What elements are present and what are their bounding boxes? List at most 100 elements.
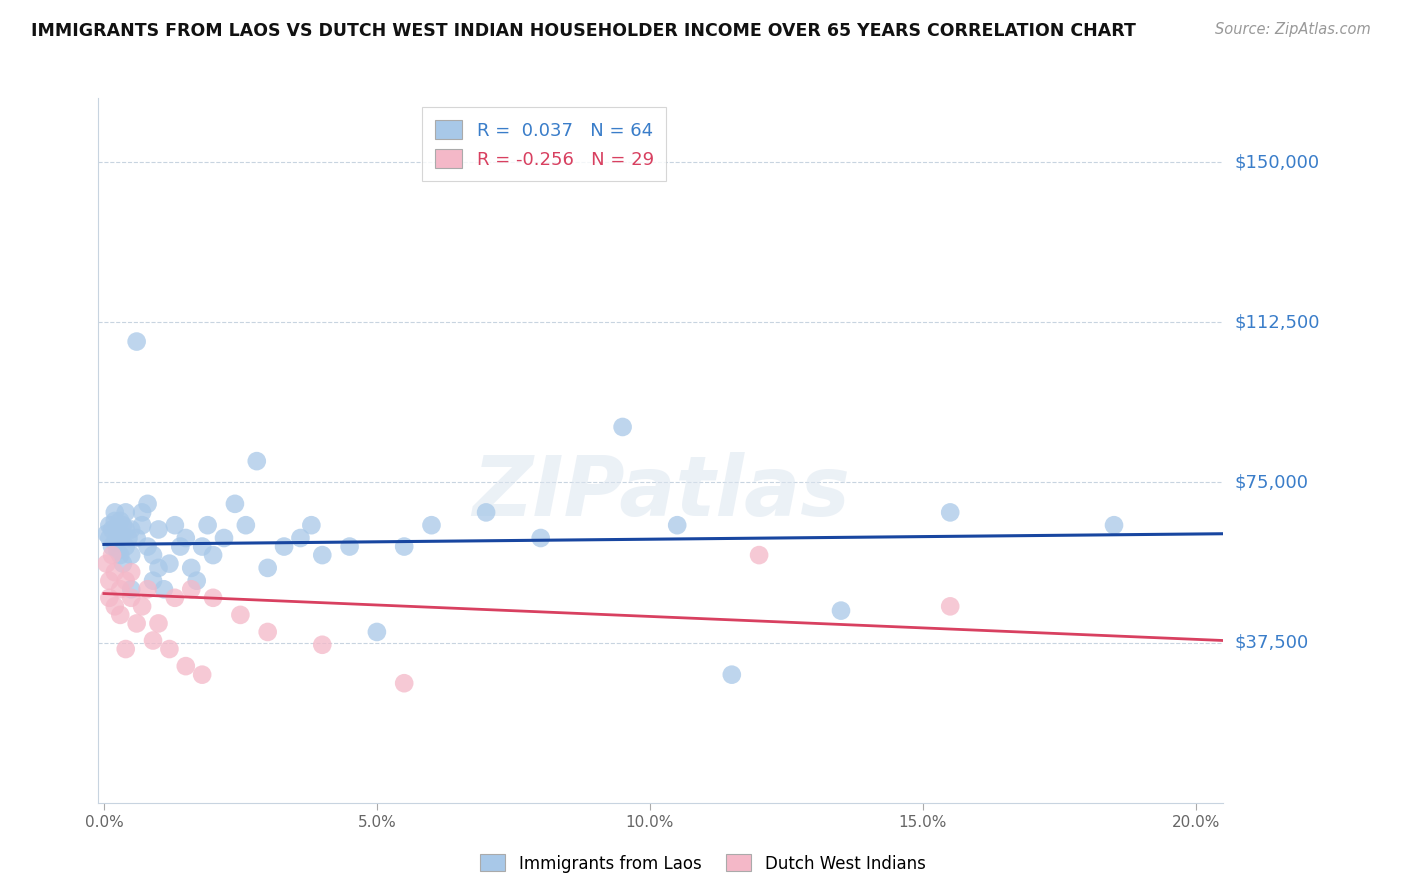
Point (120, 523, 142, 537)
Point (136, 540, 159, 554)
Point (110, 531, 132, 545)
Point (104, 599, 127, 614)
Point (197, 518, 219, 533)
Point (290, 531, 312, 545)
Point (104, 535, 127, 549)
Point (107, 544, 129, 558)
Point (107, 523, 129, 537)
Point (125, 334, 148, 349)
Point (612, 420, 634, 434)
Point (148, 561, 170, 575)
Point (110, 582, 132, 597)
Point (117, 531, 139, 545)
Point (111, 518, 134, 533)
Point (420, 518, 443, 533)
Point (212, 531, 235, 545)
Point (530, 531, 553, 545)
Point (720, 667, 742, 681)
Text: Source: ZipAtlas.com: Source: ZipAtlas.com (1215, 22, 1371, 37)
Point (202, 591, 225, 605)
Point (180, 561, 202, 575)
Point (163, 518, 186, 533)
Text: IMMIGRANTS FROM LAOS VS DUTCH WEST INDIAN HOUSEHOLDER INCOME OVER 65 YEARS CORRE: IMMIGRANTS FROM LAOS VS DUTCH WEST INDIA… (31, 22, 1136, 40)
Point (273, 540, 295, 554)
Point (939, 599, 962, 614)
Point (299, 518, 322, 533)
Text: $75,000: $75,000 (1234, 474, 1309, 491)
Point (142, 633, 165, 648)
Point (224, 497, 246, 511)
Point (256, 561, 278, 575)
Point (110, 514, 132, 528)
Point (148, 523, 170, 537)
Point (131, 599, 153, 614)
Point (120, 591, 142, 605)
Point (96, 557, 118, 571)
Point (101, 548, 124, 562)
Point (114, 574, 136, 588)
Point (136, 497, 159, 511)
Legend: R =  0.037   N = 64, R = -0.256   N = 29: R = 0.037 N = 64, R = -0.256 N = 29 (422, 107, 666, 181)
Point (104, 514, 127, 528)
Point (142, 574, 165, 588)
Point (114, 540, 136, 554)
Point (830, 604, 852, 618)
Point (110, 526, 132, 541)
Point (475, 505, 498, 519)
Point (114, 642, 136, 657)
Point (98, 518, 121, 533)
Text: $150,000: $150,000 (1234, 153, 1319, 171)
Point (98, 531, 121, 545)
Point (120, 582, 142, 597)
Point (191, 540, 214, 554)
Point (311, 638, 333, 652)
Point (101, 540, 124, 554)
Point (939, 505, 962, 519)
Point (169, 540, 191, 554)
Point (392, 540, 415, 554)
Point (392, 676, 415, 690)
Point (110, 548, 132, 562)
Point (191, 667, 214, 681)
Point (111, 557, 134, 571)
Point (104, 565, 127, 579)
Point (142, 548, 165, 562)
Point (1102, 518, 1125, 533)
Point (163, 591, 186, 605)
Point (246, 454, 269, 468)
Point (120, 565, 142, 579)
Point (666, 518, 689, 533)
Point (101, 523, 124, 537)
Point (131, 505, 153, 519)
Point (339, 540, 361, 554)
Text: ZIPatlas: ZIPatlas (472, 452, 849, 533)
Point (148, 616, 170, 631)
Legend: Immigrants from Laos, Dutch West Indians: Immigrants from Laos, Dutch West Indians (474, 847, 932, 880)
Point (114, 523, 136, 537)
Point (235, 518, 257, 533)
Point (174, 659, 197, 673)
Point (98, 591, 121, 605)
Point (120, 548, 142, 562)
Point (131, 518, 153, 533)
Point (157, 557, 180, 571)
Point (153, 582, 176, 597)
Point (157, 642, 180, 657)
Point (114, 505, 136, 519)
Point (96, 526, 118, 541)
Point (256, 624, 278, 639)
Point (125, 616, 148, 631)
Text: $112,500: $112,500 (1234, 313, 1320, 331)
Point (186, 574, 208, 588)
Point (311, 548, 333, 562)
Point (202, 548, 225, 562)
Point (125, 531, 148, 545)
Point (748, 548, 770, 562)
Point (229, 607, 252, 622)
Point (180, 582, 202, 597)
Point (98, 574, 121, 588)
Point (136, 582, 159, 597)
Text: $37,500: $37,500 (1234, 633, 1309, 652)
Point (110, 607, 132, 622)
Point (174, 531, 197, 545)
